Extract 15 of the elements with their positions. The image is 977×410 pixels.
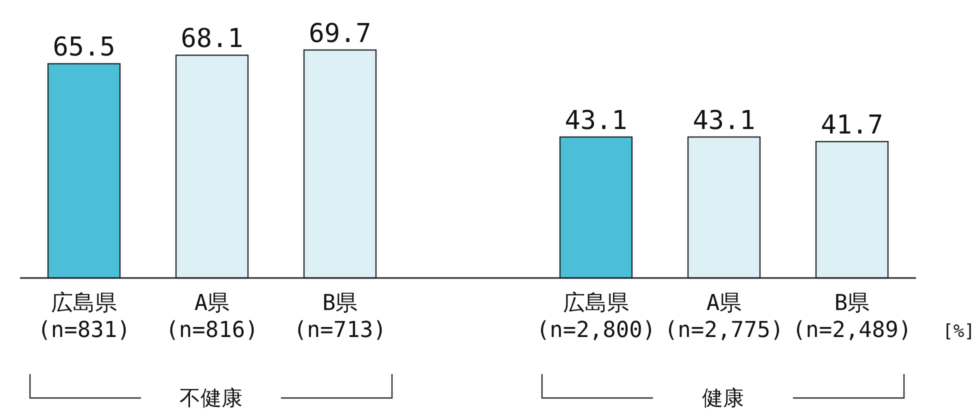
text: 不健康 [180,386,242,410]
data-label: 65.5 [52,32,116,63]
x-tick-label: B県 (n=2,489) [792,291,912,343]
x-tick-label: A県 (n=2,775) [664,291,784,343]
text: [%] [942,321,975,342]
x-tick-label: 広島県 (n=831) [38,291,130,343]
data-label: 69.7 [308,19,372,49]
x-tick-label: 広島県 (n=2,800) [536,291,656,343]
x-tick-label: B県 (n=713) [294,291,386,343]
data-label: 68.1 [180,24,244,54]
data-label: 41.7 [820,110,884,141]
text: 健康 [702,386,744,410]
x-tick-label: A県 (n=816) [166,291,258,343]
data-label: 43.1 [692,106,756,136]
data-label: 43.1 [564,106,628,136]
